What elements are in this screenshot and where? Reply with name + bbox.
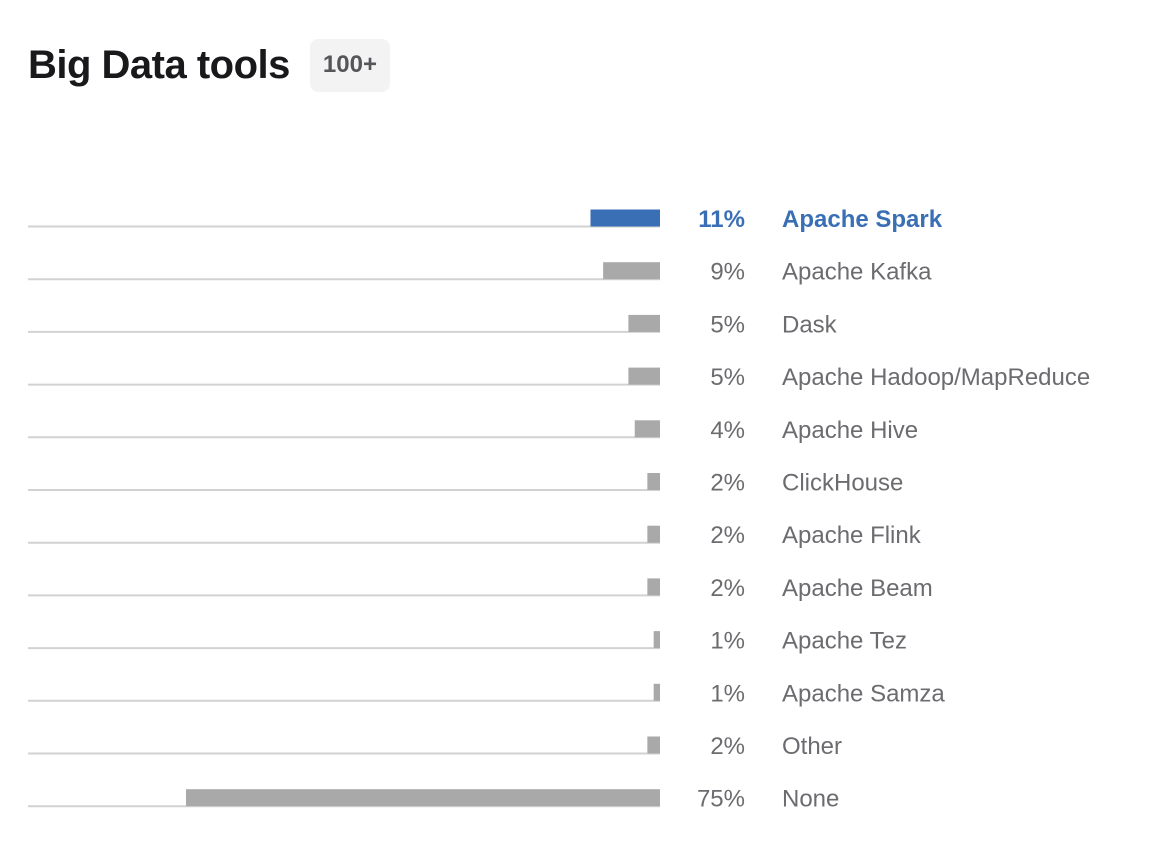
chart-row: 75% None [28, 786, 839, 813]
chart-header: Big Data tools 100+ [28, 38, 390, 92]
category-label: Apache Kafka [782, 259, 932, 286]
chart-row: 2% Other [28, 733, 842, 760]
chart-row: 11% Apache Spark [28, 206, 943, 233]
category-label: Apache Beam [782, 575, 933, 602]
value-label: 1% [710, 680, 745, 707]
bar [186, 789, 660, 807]
category-label: Apache Spark [782, 206, 943, 233]
bar [590, 209, 660, 227]
value-label: 4% [710, 417, 745, 444]
chart-row: 5% Dask [28, 311, 838, 338]
value-label: 1% [710, 628, 745, 655]
category-label: Apache Hive [782, 417, 918, 444]
chart-title: Big Data tools [28, 43, 290, 87]
chart-row: 2% Apache Beam [28, 575, 933, 602]
value-label: 2% [710, 575, 745, 602]
category-label: ClickHouse [782, 470, 903, 497]
bar [634, 420, 660, 438]
value-label: 2% [710, 522, 745, 549]
chart-row: 9% Apache Kafka [28, 259, 932, 286]
bar [603, 262, 660, 280]
category-label: Apache Flink [782, 522, 922, 549]
value-label: 9% [710, 259, 745, 286]
bar [647, 736, 660, 754]
bar [628, 367, 660, 385]
bar [653, 683, 660, 701]
chart-row: 2% Apache Flink [28, 522, 922, 549]
bar [628, 314, 660, 332]
chart-row: 5% Apache Hadoop/MapReduce [28, 364, 1090, 391]
category-label: Apache Samza [782, 680, 945, 707]
bar [647, 578, 660, 596]
category-label: None [782, 786, 839, 813]
value-label: 75% [697, 786, 745, 813]
value-label: 5% [710, 311, 745, 338]
category-label: Dask [782, 311, 838, 338]
category-label: Apache Tez [782, 628, 907, 655]
bar [647, 525, 660, 543]
respondent-count-badge: 100+ [309, 38, 390, 92]
bar [647, 473, 660, 490]
chart-row: 1% Apache Tez [28, 628, 907, 655]
category-label: Other [782, 733, 842, 760]
chart-row: 2% ClickHouse [28, 470, 903, 497]
value-label: 2% [710, 733, 745, 760]
value-label: 2% [710, 470, 745, 497]
value-label: 11% [698, 206, 745, 233]
value-label: 5% [710, 364, 745, 391]
chart-row: 4% Apache Hive [28, 417, 918, 444]
category-label: Apache Hadoop/MapReduce [782, 364, 1090, 391]
bar [653, 631, 660, 649]
chart-row: 1% Apache Samza [28, 680, 945, 707]
